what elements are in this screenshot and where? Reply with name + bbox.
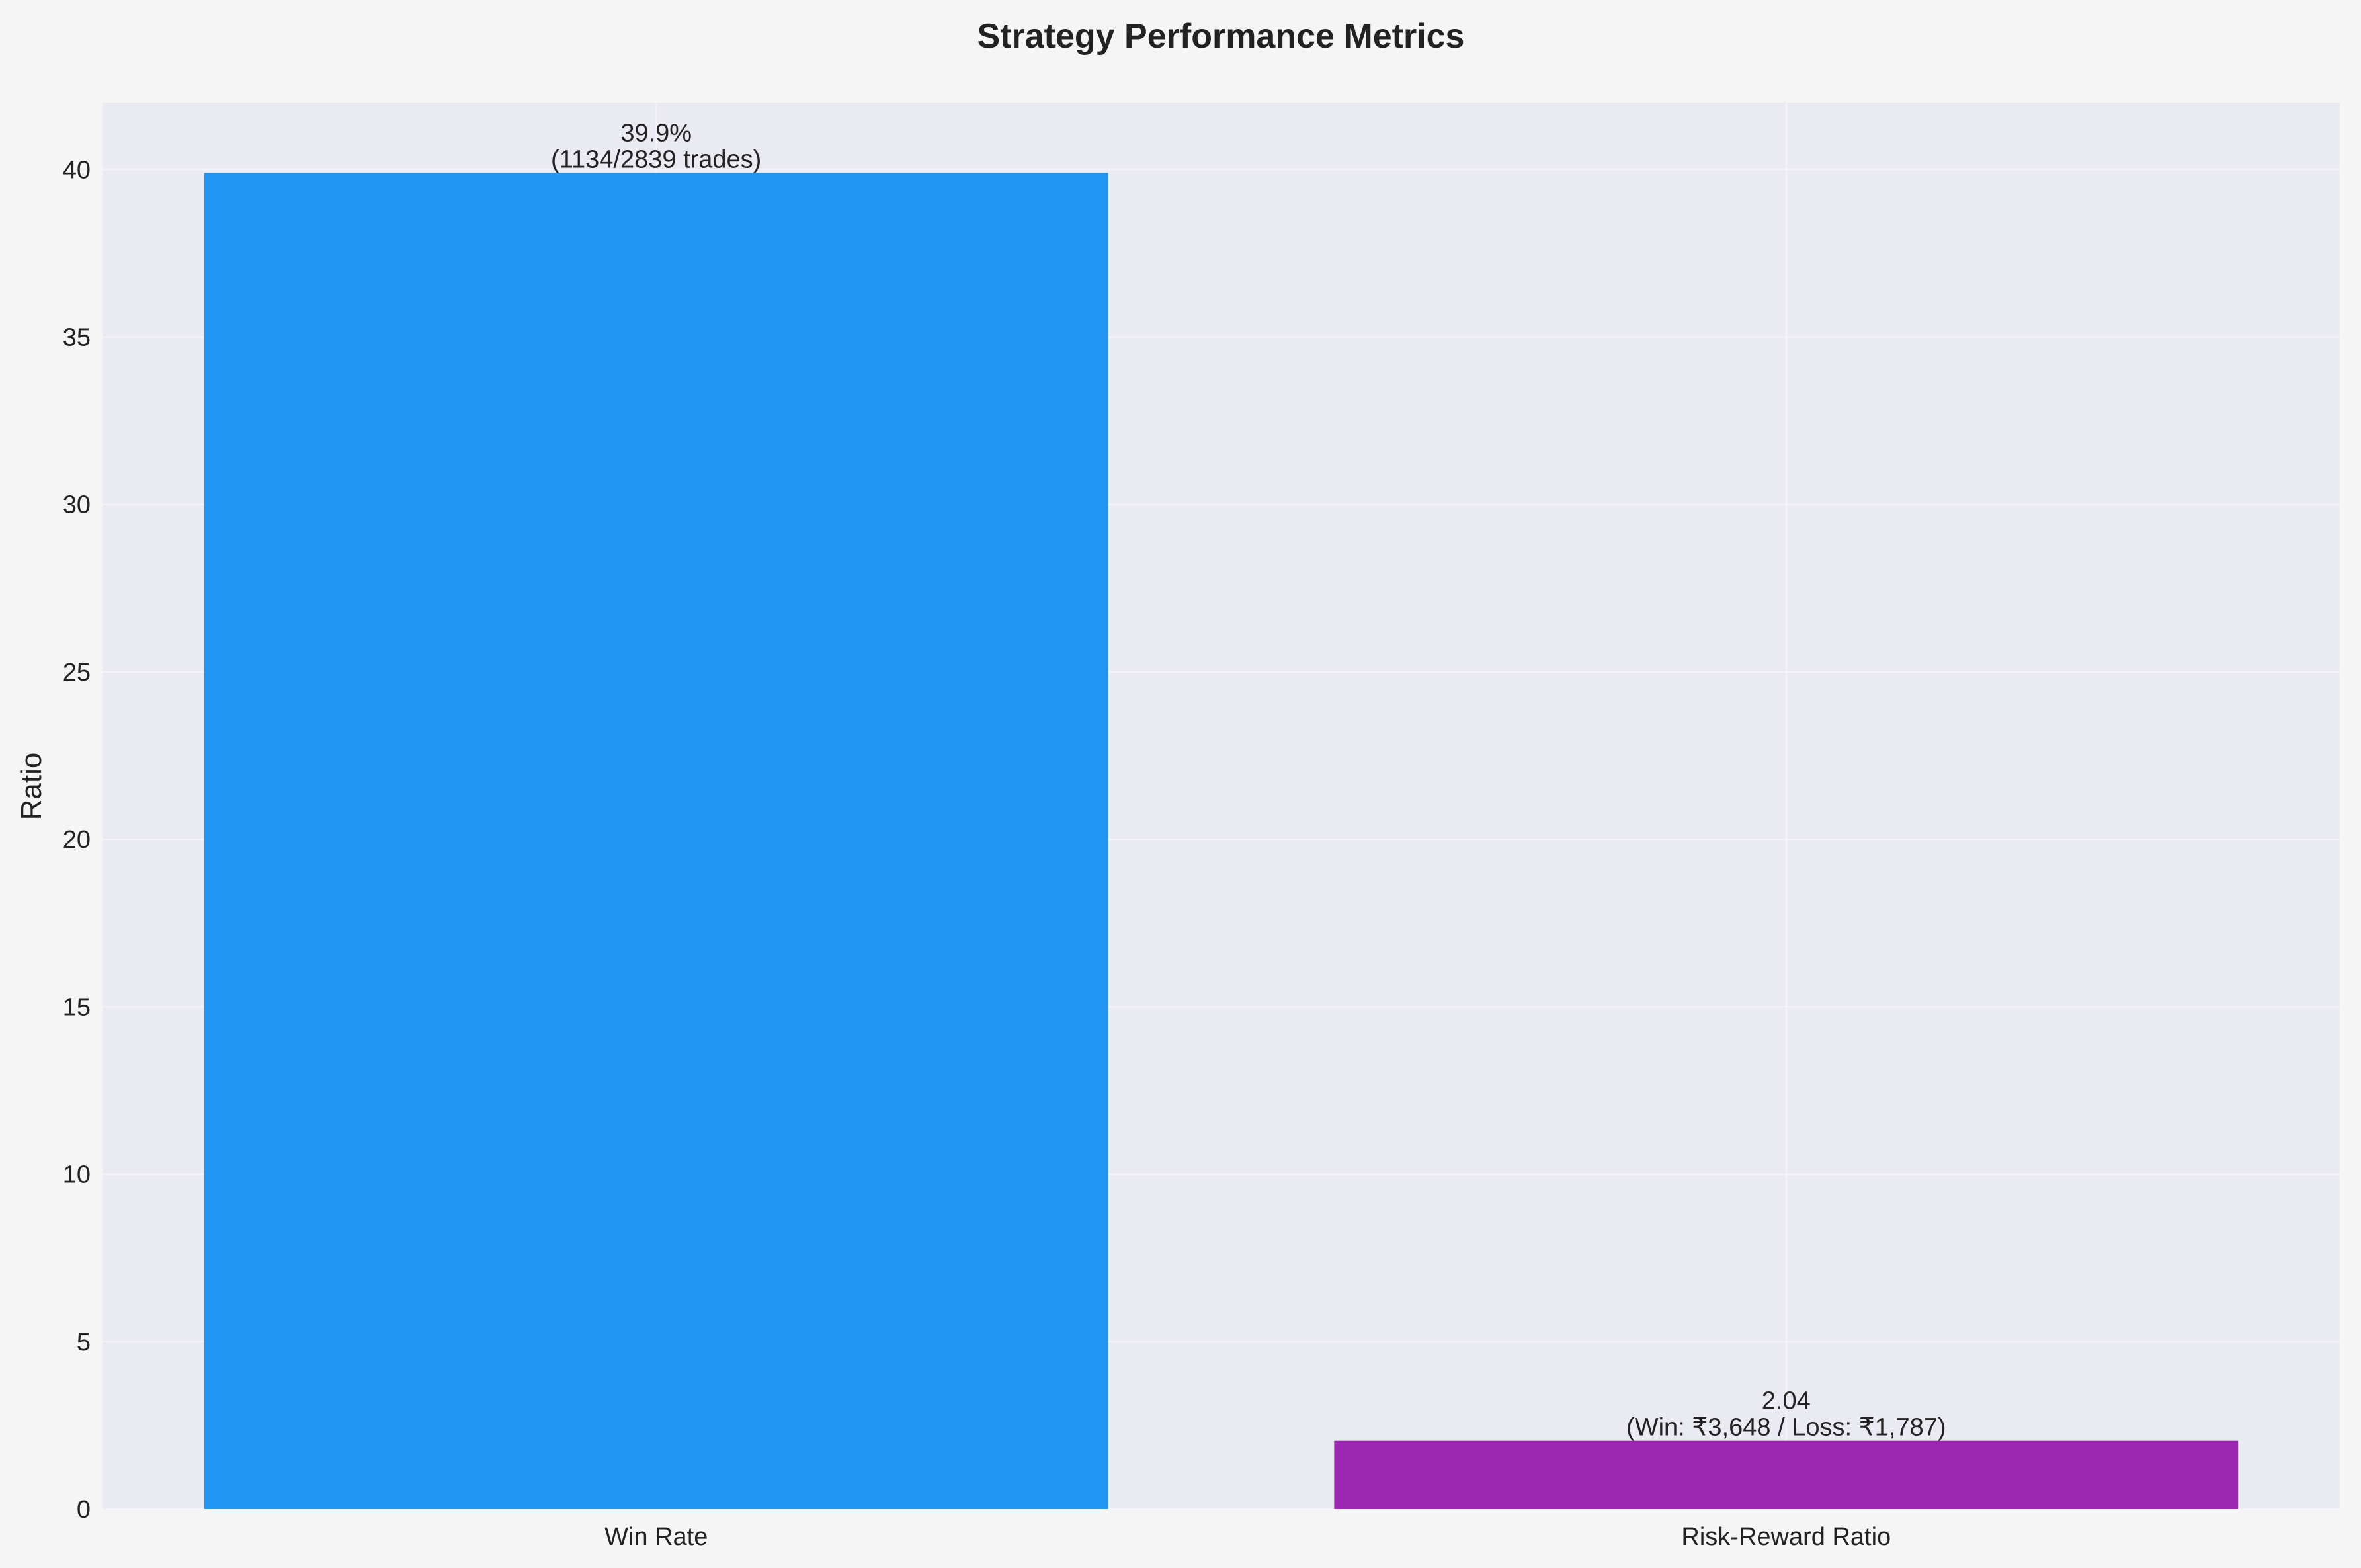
y-tick-label: 35: [63, 324, 91, 352]
x-tick-label: Risk-Reward Ratio: [1681, 1523, 1891, 1551]
bar-win-rate: [204, 173, 1108, 1510]
x-axis-ticks: Win Rate Risk-Reward Ratio: [604, 1523, 1891, 1551]
bar-value-label: 2.04: [1762, 1387, 1811, 1415]
chart-title: Strategy Performance Metrics: [977, 17, 1465, 56]
y-tick-label: 5: [77, 1329, 91, 1356]
bar-detail-label: (1134/2839 trades): [551, 145, 761, 173]
bar-labels: 39.9%(1134/2839 trades) 2.04(Win: ₹3,648 …: [551, 119, 1946, 1441]
y-tick-label: 25: [63, 659, 91, 686]
y-tick-label: 15: [63, 993, 91, 1021]
y-tick-label: 40: [63, 156, 91, 184]
y-tick-label: 30: [63, 491, 91, 519]
bar-value-label: 39.9%: [620, 119, 692, 147]
bar-detail-label: (Win: ₹3,648 / Loss: ₹1,787): [1626, 1414, 1946, 1442]
x-tick-label: Win Rate: [604, 1523, 708, 1551]
y-tick-label: 0: [77, 1496, 91, 1524]
bars: [204, 173, 2239, 1510]
y-axis-label: Ratio: [15, 753, 48, 821]
y-axis-ticks: 0 5 10 15 20 25 30 35 40: [63, 156, 91, 1524]
y-tick-label: 10: [63, 1161, 91, 1189]
bar-risk-reward-ratio: [1334, 1440, 2239, 1509]
y-tick-label: 20: [63, 826, 91, 854]
